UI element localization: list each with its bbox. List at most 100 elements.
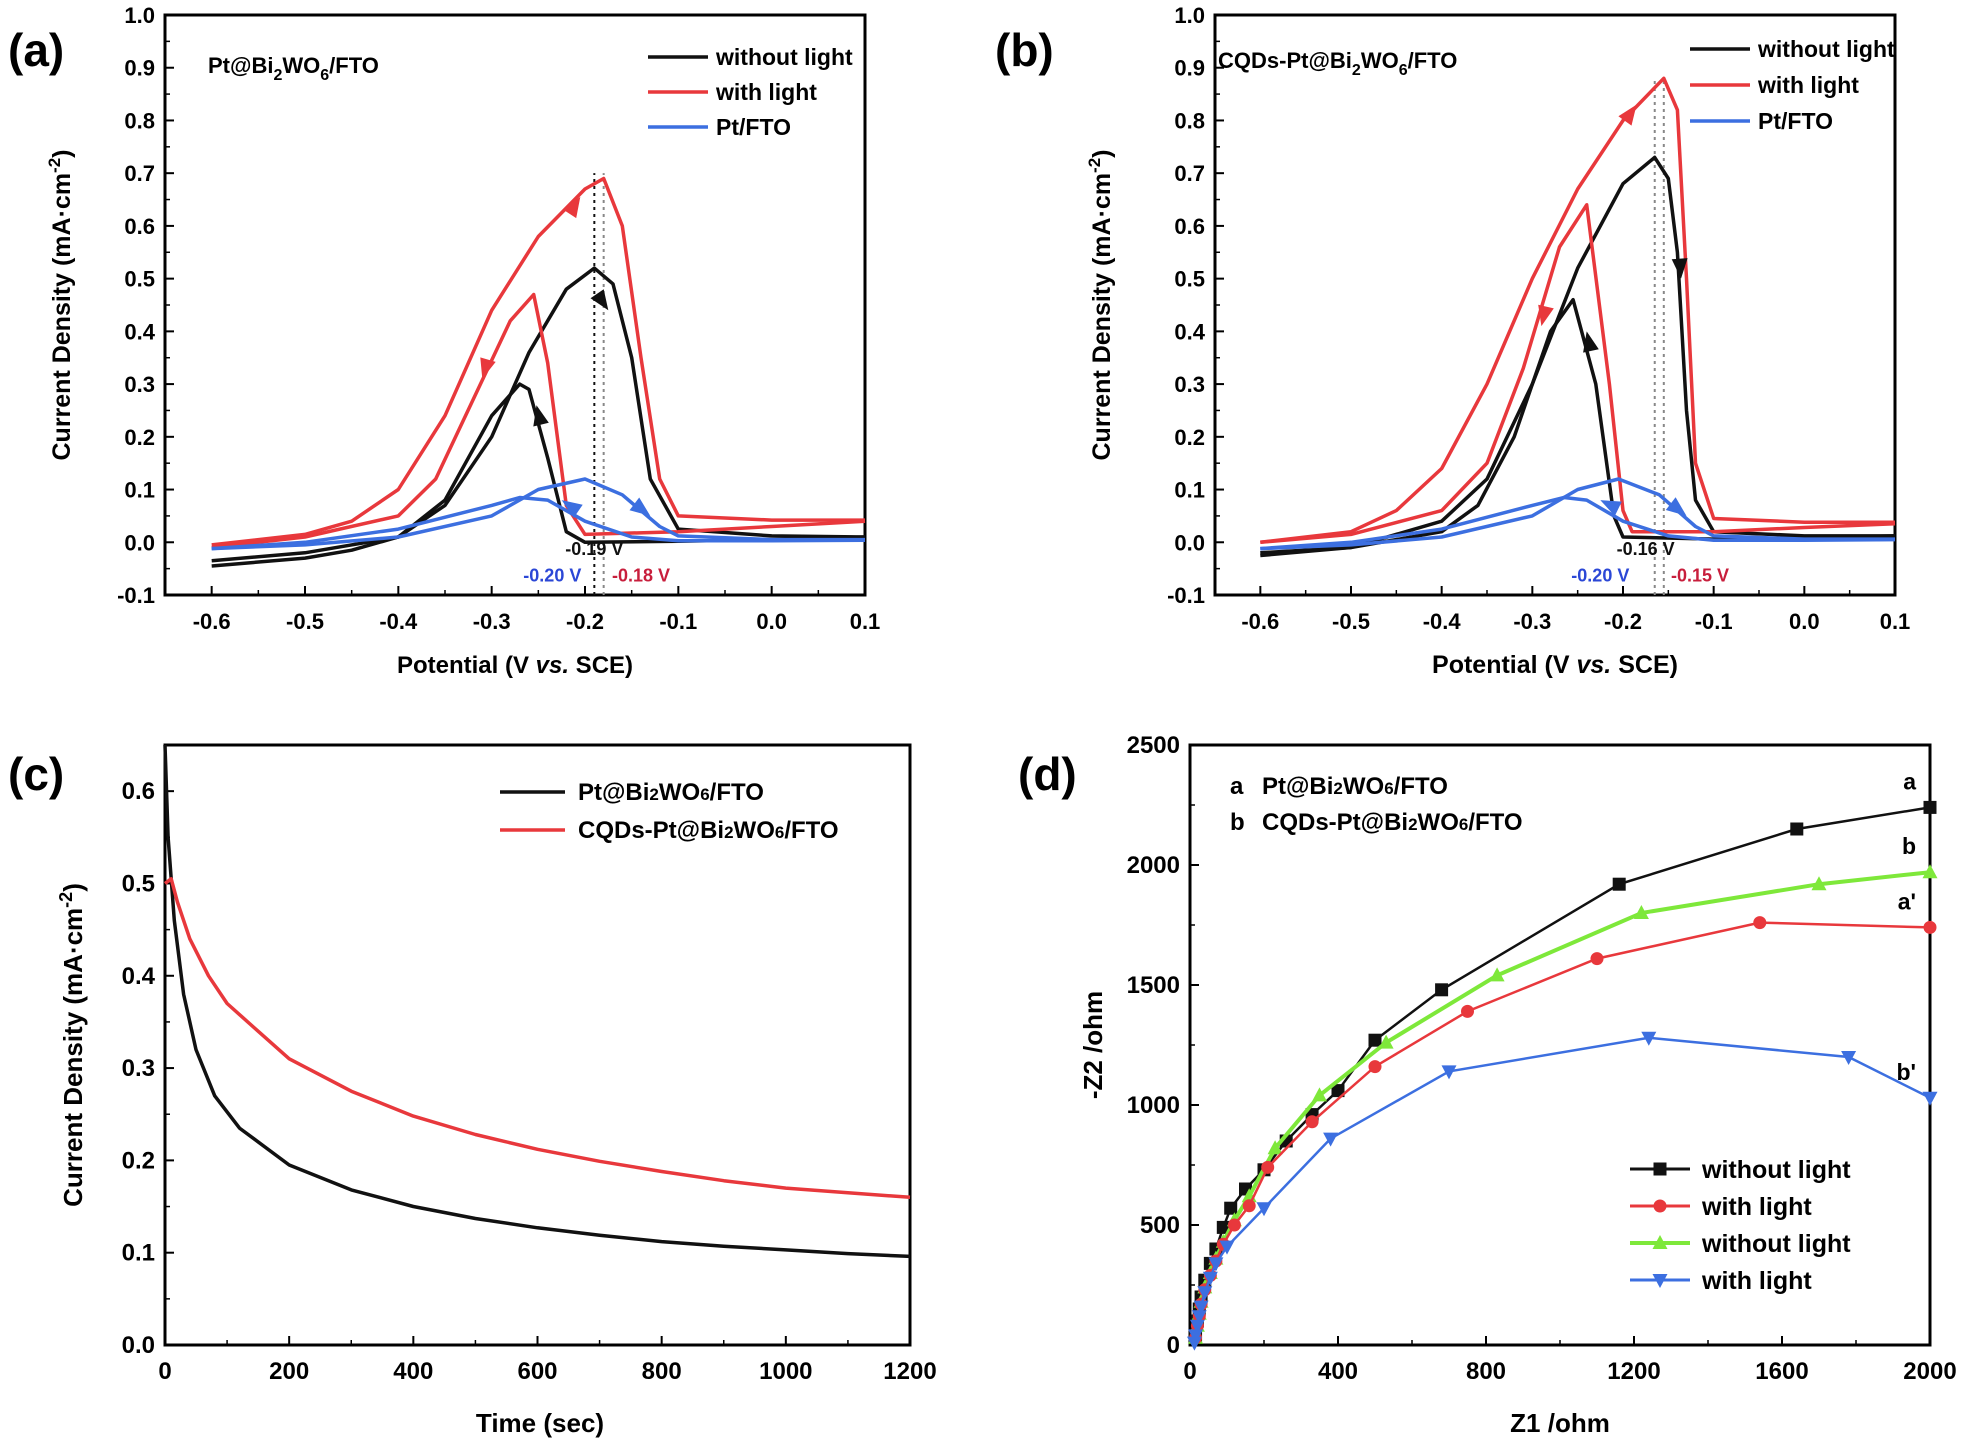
panel-d-series-a-without-light-marker xyxy=(1923,800,1937,814)
panel-c-label: (c) xyxy=(8,748,64,800)
panel-a-y-tick-label: 0.2 xyxy=(124,425,155,450)
panel-d-series-a-without-light-marker xyxy=(1224,1201,1238,1215)
panel-a-x-tick-label: -0.1 xyxy=(659,609,697,634)
panel-d-series-b-without-light-marker xyxy=(1922,864,1938,879)
panel-a-series-with-light-line xyxy=(211,176,865,547)
panel-d-series-b-without-light-marker xyxy=(1489,967,1505,982)
panel-a-annotations: -0.19 V -0.20 V -0.18 V xyxy=(523,539,670,585)
panel-b-ylabel-sup: -2 xyxy=(1085,158,1104,173)
panel-b-title: CQDs-Pt@Bi2WO6/FTO xyxy=(1218,48,1457,79)
panel-a-arrows xyxy=(480,196,651,518)
panel-d-series-b-without-light-marker xyxy=(1312,1087,1327,1102)
panel-c-ylabel-end: ) xyxy=(58,883,88,892)
panel-a-title-sub2: 6 xyxy=(320,67,329,84)
panel-a-x-tick-label: 0.0 xyxy=(756,609,787,634)
panel-c-y-tick-label: 0.1 xyxy=(122,1240,155,1267)
panel-b-guide-lines xyxy=(1653,78,1665,595)
panel-a-x-tick-label: -0.2 xyxy=(566,609,604,634)
panel-a-peak-annotation: -0.20 V xyxy=(523,565,581,585)
panel-d-series-a-without-light-marker xyxy=(1368,1033,1382,1047)
panel-c-legend-label: CQDs-Pt@Bi2WO6/FTO xyxy=(578,817,839,844)
panel-a-ylabel-sup: -2 xyxy=(45,158,64,173)
panel-c-x-tick-label: 800 xyxy=(642,1358,682,1385)
panel-d-series-b-with-light-marker xyxy=(1197,1286,1213,1301)
panel-d-y-ticks: 0 500 1000 1500 2000 2500 xyxy=(1127,732,1199,1359)
panel-d-series-b-with-light-marker xyxy=(1193,1300,1209,1315)
panel-b-legend-label: Pt/FTO xyxy=(1758,108,1833,134)
panel-a-title-main: Pt@Bi xyxy=(208,53,273,78)
panel-d-series-a-with-light-marker xyxy=(1368,1060,1382,1074)
panel-d-series-a-without-light-marker xyxy=(1790,822,1804,836)
panel-b-y-tick-label: 0.9 xyxy=(1174,56,1205,81)
panel-b-scan-direction-arrow xyxy=(1583,331,1599,353)
panel-d-series-b-without-light-marker xyxy=(1811,876,1827,891)
panel-b-scan-direction-arrow xyxy=(1538,304,1554,327)
panel-a-title-mid: WO xyxy=(282,53,320,78)
panel-b-x-tick-label: -0.4 xyxy=(1423,609,1462,634)
panel-b-y-tick-label: 0.7 xyxy=(1174,161,1205,186)
panel-d-series-b-with-light-line xyxy=(1193,1036,1931,1343)
panel-d-y-tick-label: 0 xyxy=(1167,1332,1180,1359)
panel-d-x-tick-label: 400 xyxy=(1318,1358,1358,1385)
panel-d-series-b-with-light-marker xyxy=(1191,1310,1207,1325)
panel-b-ylabel-end: ) xyxy=(1088,149,1116,157)
panel-d-sample-legend: a Pt@Bi2WO6/FTO b CQDs-Pt@Bi2WO6/FTO xyxy=(1230,773,1523,836)
panel-a-scan-direction-arrow xyxy=(629,497,651,516)
panel-b-y-tick-label: 0.8 xyxy=(1174,108,1205,133)
panel-c-series-pt-bi2wo6-fto-line xyxy=(163,744,911,1259)
panel-b-y-tick-label: -0.1 xyxy=(1167,583,1205,608)
panel-a-series-with-light-line xyxy=(211,292,866,550)
panel-a-label: (a) xyxy=(8,24,64,76)
panel-d-sample-letter: a xyxy=(1230,773,1244,800)
panel-a-scan-direction-arrow xyxy=(562,196,581,219)
panel-d-series-b-with-light-marker xyxy=(1922,1091,1938,1106)
panel-b-peak-annotation: -0.15 V xyxy=(1671,565,1729,585)
panel-d-x-tick-label: 1200 xyxy=(1607,1358,1660,1385)
panel-d-x-tick-label: 0 xyxy=(1183,1358,1196,1385)
panel-b-y-tick-label: 0.2 xyxy=(1174,425,1205,450)
panel-b-legend-label: without light xyxy=(1757,36,1895,62)
panel-b-x-ticks: -0.6 -0.5 -0.4 -0.3 -0.2 -0.1 0.0 0.1 xyxy=(1241,586,1910,634)
panel-d-x-tick-label: 1600 xyxy=(1755,1358,1808,1385)
panel-b-scan-direction-arrow xyxy=(1665,497,1687,516)
panel-d-series-a-without-light-marker xyxy=(1216,1220,1230,1234)
panel-b-y-axis-label: Current Density (mA·cm-2) xyxy=(1085,149,1116,460)
panel-c-y-tick-label: 0.2 xyxy=(122,1147,155,1174)
panel-a-scan-direction-arrow xyxy=(480,357,496,379)
panel-d-y-tick-label: 2500 xyxy=(1127,732,1180,759)
panel-b-title-sub: 2 xyxy=(1352,62,1361,79)
panel-a-legend-label: without light xyxy=(715,44,853,70)
panel-b-x-tick-label: 0.1 xyxy=(1880,609,1911,634)
panel-a-y-tick-label: -0.1 xyxy=(117,583,155,608)
panel-a-ylabel-main: Current Density (mA·cm xyxy=(48,173,76,461)
panel-b-title-sub2: 6 xyxy=(1399,62,1408,79)
panel-a-guide-lines xyxy=(593,173,605,595)
panel-d-series-b-without-light-marker xyxy=(1378,1034,1394,1049)
panel-c: 0 200 400 600 800 1000 1200 0.0 0.1 0.2 0.3 0.4 0.5… xyxy=(8,743,937,1438)
panel-b-series-pt-fto-line xyxy=(1260,477,1895,551)
panel-d-sample-label: Pt@Bi2WO6/FTO xyxy=(1262,773,1448,800)
panel-a-legend-label: with light xyxy=(715,79,817,105)
panel-d-y-tick-label: 500 xyxy=(1140,1212,1180,1239)
panel-d-series-b-without-light-line xyxy=(1193,870,1931,1339)
panel-d-series-b-with-light-marker xyxy=(1188,1329,1204,1344)
panel-b-scan-direction-arrow xyxy=(1600,500,1622,516)
panel-c-y-tick-label: 0.0 xyxy=(122,1332,155,1359)
panel-d-series-a-with-light-marker xyxy=(1227,1218,1241,1232)
panel-d-series-a-with-light-marker xyxy=(1753,916,1767,930)
panel-c-x-tick-label: 400 xyxy=(393,1358,433,1385)
panel-b-xlabel-pre: Potential (V xyxy=(1432,651,1576,679)
panel-a-scan-direction-arrow xyxy=(561,500,583,518)
panel-b-peak-annotation: -0.16 V xyxy=(1617,539,1675,559)
panel-c-y-tick-label: 0.4 xyxy=(122,963,156,990)
panel-a-xlabel-post: SCE) xyxy=(569,652,633,679)
panel-d-y-axis-label: -Z2 /ohm xyxy=(1078,991,1108,1099)
panel-d-legend-marker xyxy=(1652,1274,1668,1288)
panel-b-y-tick-label: 1.0 xyxy=(1174,3,1205,28)
panel-d: 0 400 800 1200 1600 2000 0 500 1000 1500 2000 2500… xyxy=(1018,732,1957,1438)
panel-b-legend: without light with light Pt/FTO xyxy=(1690,36,1895,134)
panel-a-scan-direction-arrow xyxy=(533,405,549,427)
panel-c-x-tick-label: 0 xyxy=(158,1358,171,1385)
panel-d-label: (d) xyxy=(1018,748,1077,800)
panel-d-x-tick-label: 2000 xyxy=(1903,1358,1956,1385)
